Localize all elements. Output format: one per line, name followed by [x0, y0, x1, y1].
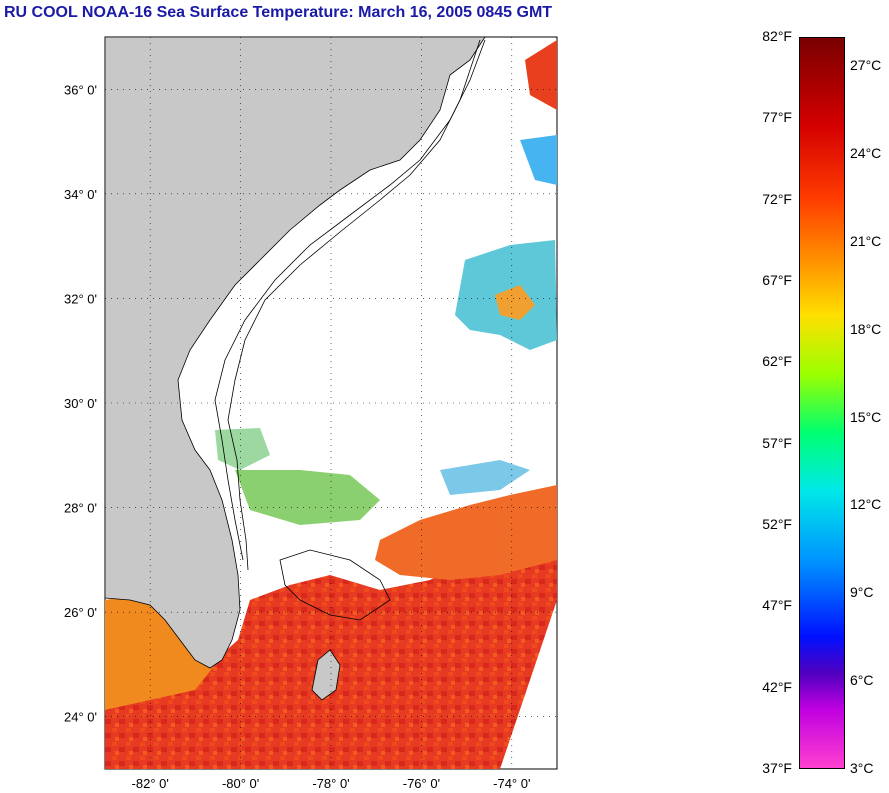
colorbar-f-label: 42°F [762, 678, 792, 695]
colorbar-f-label: 52°F [762, 516, 792, 532]
sst-patch-29n [215, 428, 270, 470]
land-mainland [105, 37, 486, 669]
colorbar-c-label: 9°C [850, 584, 874, 601]
colorbar-f-label: 77°F [762, 109, 792, 126]
colorbar-c-label: 21°C [850, 232, 882, 249]
colorbar-c-label: 24°C [850, 145, 882, 162]
map-title: RU COOL NOAA-16 Sea Surface Temperature:… [4, 4, 553, 21]
colorbar-f-label: 67°F [762, 272, 792, 288]
warm-water-east [375, 485, 557, 580]
lat-tick-label: 34° 0' [64, 187, 97, 202]
lon-tick-label: -74° 0' [493, 776, 530, 791]
lon-tick-label: -76° 0' [403, 776, 440, 791]
lat-tick-label: 32° 0' [64, 291, 97, 306]
colorbar-c-label: 12°C [850, 496, 882, 513]
colorbar-c-label: 18°C [850, 320, 882, 337]
contour-600ft [227, 39, 481, 571]
colorbar-f-label: 82°F [762, 28, 792, 44]
colorbar-c-label: 3°C [850, 760, 874, 776]
land-bahamas [311, 649, 341, 701]
lon-tick-label: -80° 0' [222, 776, 259, 791]
colorbar-c-label: 6°C [850, 672, 874, 689]
temperature-colorbar [799, 37, 845, 769]
lat-tick-label: 36° 0' [64, 82, 97, 97]
lat-tick-label: 24° 0' [64, 710, 97, 725]
contour-bahamas [279, 549, 391, 621]
warm-water-south [105, 520, 557, 769]
colorbar-f-label: 57°F [762, 434, 792, 451]
sst-patch-32n-core [495, 285, 535, 320]
lat-tick-label: 26° 0' [64, 605, 97, 620]
sst-patch-north [520, 135, 557, 185]
colorbar-f-label: 47°F [762, 597, 792, 614]
gulf-water [105, 595, 215, 710]
sst-patch-28n [235, 470, 380, 525]
colorbar-f-label: 37°F [762, 760, 792, 776]
warm-water-northeast [525, 40, 557, 110]
lat-lon-grid [105, 37, 557, 769]
colorbar-f-label: 72°F [762, 190, 792, 207]
axis-ticks: 36° 0' 34° 0' 32° 0' 30° 0' 28° 0' 26° 0' 24° … [64, 82, 530, 791]
colorbar-f-label: 62°F [762, 353, 792, 370]
sst-patch-east-29n [440, 460, 530, 495]
lat-tick-label: 30° 0' [64, 396, 97, 411]
lon-tick-label: -82° 0' [132, 776, 169, 791]
lat-tick-label: 28° 0' [64, 501, 97, 516]
contour-120ft [214, 39, 486, 561]
colorbar-c-label: 15°C [850, 408, 882, 425]
lon-tick-label: -78° 0' [312, 776, 349, 791]
colorbar-c-label: 27°C [850, 57, 882, 74]
